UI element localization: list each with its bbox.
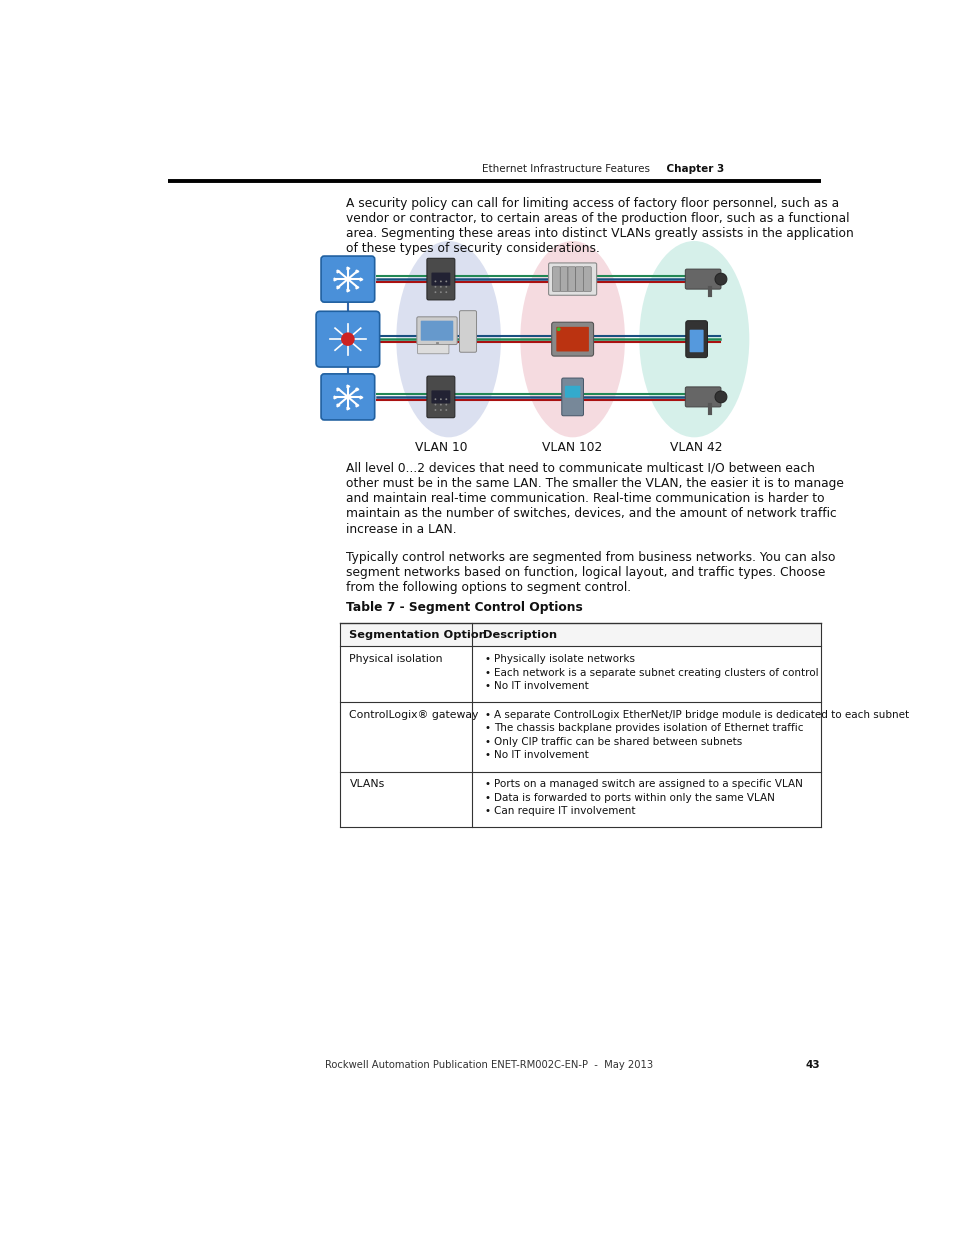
FancyBboxPatch shape: [340, 624, 820, 646]
Circle shape: [434, 291, 436, 293]
Text: from the following options to segment control.: from the following options to segment co…: [346, 582, 631, 594]
Text: •: •: [484, 724, 490, 734]
Ellipse shape: [519, 241, 624, 437]
Text: VLAN 42: VLAN 42: [670, 441, 722, 453]
Text: •: •: [484, 668, 490, 678]
Text: Only CIP traffic can be shared between subnets: Only CIP traffic can be shared between s…: [493, 737, 741, 747]
Circle shape: [714, 391, 726, 403]
Text: area. Segmenting these areas into distinct VLANs greatly assists in the applicat: area. Segmenting these areas into distin…: [346, 227, 853, 240]
Circle shape: [434, 280, 436, 283]
FancyBboxPatch shape: [564, 385, 579, 398]
FancyBboxPatch shape: [567, 267, 575, 291]
Text: Description: Description: [483, 630, 558, 640]
FancyBboxPatch shape: [431, 273, 450, 285]
Circle shape: [439, 409, 441, 411]
Text: •: •: [484, 793, 490, 803]
FancyBboxPatch shape: [459, 311, 476, 352]
FancyBboxPatch shape: [427, 377, 455, 417]
Text: other must be in the same LAN. The smaller the VLAN, the easier it is to manage: other must be in the same LAN. The small…: [346, 477, 843, 490]
FancyBboxPatch shape: [321, 374, 375, 420]
FancyBboxPatch shape: [684, 387, 720, 406]
Text: Physical isolation: Physical isolation: [349, 655, 442, 664]
Text: and maintain real-time communication. Real-time communication is harder to: and maintain real-time communication. Re…: [346, 492, 824, 505]
Circle shape: [445, 409, 447, 411]
Circle shape: [445, 399, 447, 400]
Circle shape: [557, 327, 560, 331]
FancyBboxPatch shape: [583, 267, 591, 291]
Text: Chapter 3: Chapter 3: [651, 163, 723, 174]
Text: VLAN 102: VLAN 102: [542, 441, 602, 453]
Text: Each network is a separate subnet creating clusters of control: Each network is a separate subnet creati…: [493, 668, 818, 678]
FancyBboxPatch shape: [420, 321, 453, 341]
Text: vendor or contractor, to certain areas of the production floor, such as a functi: vendor or contractor, to certain areas o…: [346, 212, 849, 225]
Circle shape: [439, 280, 441, 283]
Circle shape: [445, 280, 447, 283]
Circle shape: [434, 404, 436, 405]
Circle shape: [445, 285, 447, 288]
Circle shape: [439, 404, 441, 405]
FancyBboxPatch shape: [575, 267, 583, 291]
Text: •: •: [484, 806, 490, 816]
FancyBboxPatch shape: [552, 267, 559, 291]
Ellipse shape: [639, 241, 748, 437]
Text: A security policy can call for limiting access of factory floor personnel, such : A security policy can call for limiting …: [346, 196, 839, 210]
Text: Table 7 - Segment Control Options: Table 7 - Segment Control Options: [346, 601, 582, 614]
Text: Ports on a managed switch are assigned to a specific VLAN: Ports on a managed switch are assigned t…: [493, 779, 801, 789]
Circle shape: [439, 291, 441, 293]
FancyBboxPatch shape: [548, 263, 596, 295]
Circle shape: [439, 399, 441, 400]
Text: VLAN 10: VLAN 10: [415, 441, 467, 453]
Circle shape: [434, 285, 436, 288]
FancyBboxPatch shape: [315, 311, 379, 367]
Text: Physically isolate networks: Physically isolate networks: [493, 655, 634, 664]
FancyBboxPatch shape: [416, 317, 456, 345]
Circle shape: [341, 332, 355, 346]
Text: No IT involvement: No IT involvement: [493, 751, 588, 761]
FancyBboxPatch shape: [321, 256, 375, 303]
Text: •: •: [484, 680, 490, 692]
Text: maintain as the number of switches, devices, and the amount of network traffic: maintain as the number of switches, devi…: [346, 508, 836, 520]
Text: Ethernet Infrastructure Features: Ethernet Infrastructure Features: [481, 163, 649, 174]
FancyBboxPatch shape: [684, 269, 720, 289]
Text: All level 0...2 devices that need to communicate multicast I/O between each: All level 0...2 devices that need to com…: [346, 462, 815, 474]
FancyBboxPatch shape: [685, 321, 707, 358]
Circle shape: [445, 404, 447, 405]
Text: •: •: [484, 751, 490, 761]
Circle shape: [439, 285, 441, 288]
FancyBboxPatch shape: [559, 267, 567, 291]
Text: Segmentation Option: Segmentation Option: [349, 630, 487, 640]
Text: 43: 43: [805, 1060, 820, 1070]
FancyBboxPatch shape: [417, 345, 449, 353]
Text: VLANs: VLANs: [349, 779, 384, 789]
FancyBboxPatch shape: [431, 390, 450, 404]
FancyBboxPatch shape: [561, 378, 583, 416]
Circle shape: [445, 291, 447, 293]
Text: of these types of security considerations.: of these types of security consideration…: [346, 242, 599, 256]
Ellipse shape: [395, 241, 500, 437]
Text: A separate ControlLogix EtherNet/IP bridge module is dedicated to each subnet: A separate ControlLogix EtherNet/IP brid…: [493, 710, 908, 720]
Text: No IT involvement: No IT involvement: [493, 680, 588, 692]
Circle shape: [714, 273, 726, 285]
Text: Can require IT involvement: Can require IT involvement: [493, 806, 635, 816]
FancyBboxPatch shape: [689, 330, 703, 352]
Text: increase in a LAN.: increase in a LAN.: [346, 522, 456, 536]
FancyBboxPatch shape: [556, 327, 588, 352]
Circle shape: [434, 409, 436, 411]
Text: The chassis backplane provides isolation of Ethernet traffic: The chassis backplane provides isolation…: [493, 724, 802, 734]
Text: •: •: [484, 710, 490, 720]
Text: •: •: [484, 779, 490, 789]
Text: Rockwell Automation Publication ENET-RM002C-EN-P  -  May 2013: Rockwell Automation Publication ENET-RM0…: [324, 1060, 652, 1070]
Text: segment networks based on function, logical layout, and traffic types. Choose: segment networks based on function, logi…: [346, 566, 825, 579]
Circle shape: [434, 399, 436, 400]
Text: Data is forwarded to ports within only the same VLAN: Data is forwarded to ports within only t…: [493, 793, 774, 803]
Text: Typically control networks are segmented from business networks. You can also: Typically control networks are segmented…: [346, 551, 835, 564]
FancyBboxPatch shape: [427, 258, 455, 300]
Text: ControlLogix® gateway: ControlLogix® gateway: [349, 710, 478, 720]
Text: •: •: [484, 655, 490, 664]
FancyBboxPatch shape: [551, 322, 593, 356]
Text: •: •: [484, 737, 490, 747]
